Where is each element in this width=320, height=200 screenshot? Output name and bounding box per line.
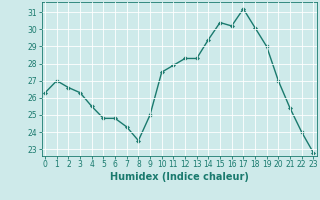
X-axis label: Humidex (Indice chaleur): Humidex (Indice chaleur) — [110, 172, 249, 182]
